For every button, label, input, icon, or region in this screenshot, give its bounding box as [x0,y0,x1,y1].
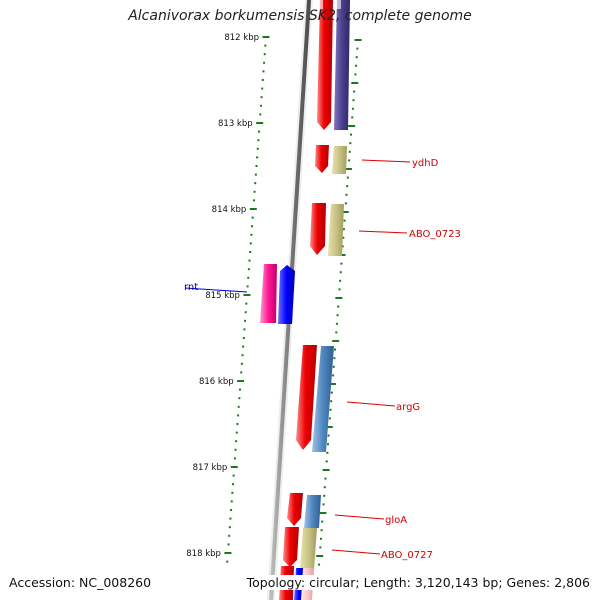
cds-arrow[interactable] [317,0,333,130]
accession-text: Accession: NC_008260 [9,575,152,590]
tick-label: 817 kbp [193,463,228,473]
map-title: Alcanivorax borkumensis SK2, complete ge… [128,8,472,24]
tick-label: 818 kbp [186,549,221,559]
cds-overlay [315,0,323,9]
tick-label: 814 kbp [212,205,247,215]
cds-block-ABO_0727[interactable] [300,528,317,570]
cds-block[interactable] [334,0,350,130]
cds-block-rnt[interactable] [260,264,277,323]
tick-marks-inner [224,36,270,563]
genome-summary-text: Topology: circular; Length: 3,120,143 bp… [246,575,590,590]
gene-label-rnt[interactable]: rnt [184,282,198,293]
gene-label-ydhD[interactable]: ydhD [412,158,439,169]
cds-block-ydhD[interactable] [332,146,347,174]
cds-arrow-rnt[interactable] [278,265,295,324]
cds-arrow-ABO_0723[interactable] [310,203,326,255]
cds-block-ABO_0723[interactable] [328,204,344,256]
gene-label-ABO_0723[interactable]: ABO_0723 [409,229,461,240]
cds-arrow-ABO_0727[interactable] [283,527,299,567]
feature-tracks [260,0,350,600]
cds-arrow-argG[interactable] [296,345,317,450]
label-leaders [184,159,411,555]
tick-label: 813 kbp [218,119,253,129]
tick-label: 815 kbp [205,291,240,301]
tick-labels: 812 kbp 813 kbp 814 kbp 815 kbp 816 kbp 817 k… [186,33,259,559]
gene-label-gloA[interactable]: gloA [385,515,407,526]
cds-arrow-gloA[interactable] [287,493,303,526]
cds-block-argG[interactable] [312,346,334,452]
cds-overlay [333,0,341,9]
cds-block-gloA[interactable] [304,495,321,528]
cds-arrow-ydhD[interactable] [315,145,329,173]
gene-label-argG[interactable]: argG [396,402,420,413]
gene-labels: ydhD ABO_0723 rnt argG gloA ABO_0727 [184,158,461,561]
tick-label: 812 kbp [224,33,259,43]
tick-label: 816 kbp [199,377,234,387]
gene-label-ABO_0727[interactable]: ABO_0727 [381,550,433,561]
